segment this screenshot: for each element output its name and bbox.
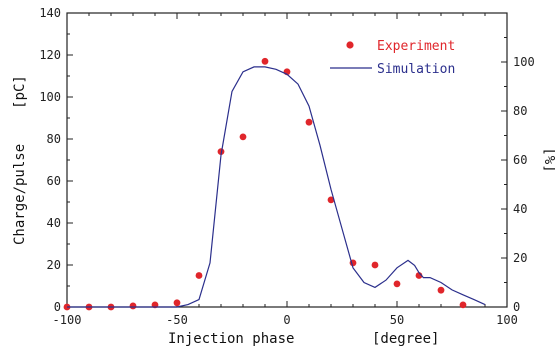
y-right-tick-label: 100 <box>513 55 535 69</box>
experiment-point <box>239 133 247 141</box>
y-left-tick-label: 0 <box>54 300 61 314</box>
x-axis-unit: [degree] <box>372 331 439 347</box>
experiment-point <box>327 196 335 204</box>
experiment-point <box>371 261 379 269</box>
experiment-point <box>261 57 269 65</box>
y-right-tick-label: 0 <box>513 300 520 314</box>
y-left-tick-label: 60 <box>47 174 61 188</box>
y-right-tick-label: 20 <box>513 251 527 265</box>
ticks-layer: -100 -50 0 50 100020406080100120140020406080… <box>39 6 534 327</box>
y-right-tick-label: 80 <box>513 104 527 118</box>
y-left-tick-label: 80 <box>47 132 61 146</box>
experiment-point <box>173 299 181 307</box>
experiment-point <box>459 301 467 309</box>
x-tick-label: 50 <box>390 313 404 327</box>
y-right-axis-title: [%] <box>541 147 555 172</box>
y-left-tick-label: 120 <box>39 48 61 62</box>
experiment-point <box>129 302 137 310</box>
marks-layer <box>63 57 486 311</box>
x-tick-label: -100 <box>53 313 82 327</box>
legend-experiment-label: Experiment <box>377 39 455 54</box>
y-right-tick-label: 40 <box>513 202 527 216</box>
simulation-line <box>67 66 486 308</box>
y-left-tick-label: 40 <box>47 216 61 230</box>
legend-experiment-marker <box>346 41 354 49</box>
legend-simulation-label: Simulation <box>377 62 455 77</box>
experiment-point <box>437 286 445 294</box>
y-left-tick-label: 140 <box>39 6 61 20</box>
y-left-axis-title: Charge/pulse <box>12 144 28 245</box>
x-tick-label: 100 <box>496 313 518 327</box>
y-left-tick-label: 100 <box>39 90 61 104</box>
plot-frame <box>66 12 508 308</box>
y-right-tick-label: 60 <box>513 153 527 167</box>
x-tick-label: 0 <box>283 313 290 327</box>
x-axis-title: Injection phase <box>168 331 294 347</box>
y-left-tick-label: 20 <box>47 258 61 272</box>
experiment-point <box>195 272 203 279</box>
x-tick-label: -50 <box>166 313 188 327</box>
experiment-point <box>393 280 401 288</box>
y-left-axis-unit: [pC] <box>12 75 28 109</box>
experiment-point <box>305 118 313 126</box>
